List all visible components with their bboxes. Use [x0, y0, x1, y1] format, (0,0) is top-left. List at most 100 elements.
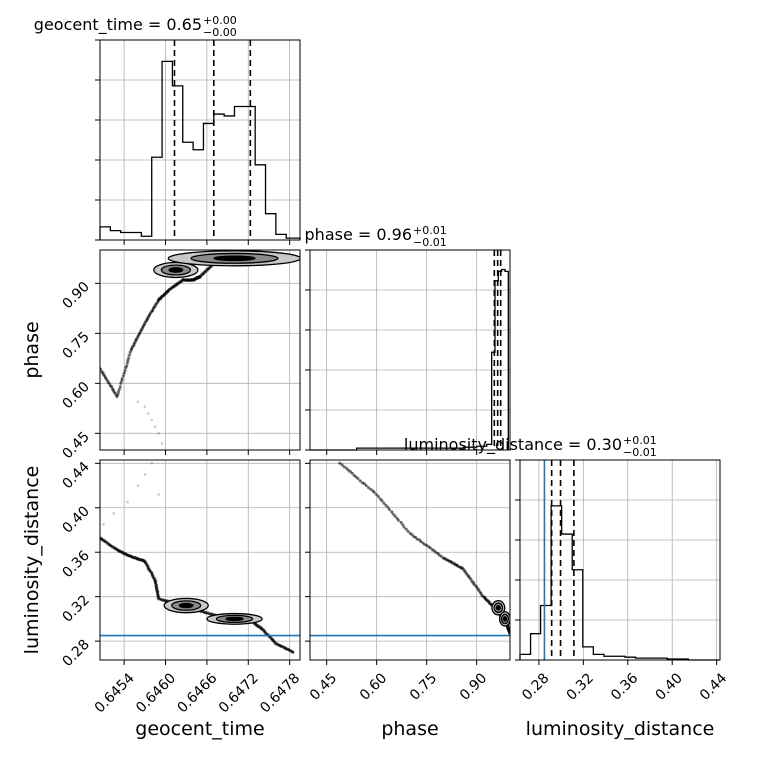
sample-point — [126, 356, 130, 360]
sample-point — [168, 288, 171, 291]
sample-point — [132, 555, 136, 559]
sample-point — [506, 626, 509, 629]
sample-point — [272, 640, 276, 643]
sample-point — [158, 296, 161, 300]
sample-point — [185, 278, 189, 282]
sample-point — [108, 543, 112, 547]
sample-point — [150, 462, 154, 465]
sample-point — [127, 554, 131, 558]
sample-point — [116, 548, 120, 551]
sample-point — [108, 382, 111, 386]
sample-point — [140, 325, 144, 329]
sample-point — [153, 580, 157, 584]
sample-point — [364, 484, 368, 487]
sample-point — [422, 543, 426, 547]
sample-point — [150, 310, 154, 314]
sample-point — [157, 298, 161, 302]
sample-point — [397, 518, 400, 522]
sample-point — [163, 599, 167, 603]
histogram-panel-phase — [309, 249, 511, 451]
sample-point — [204, 611, 208, 615]
sample-point — [160, 294, 164, 298]
sample-point — [163, 292, 167, 296]
sample-point — [115, 395, 119, 399]
sample-point — [206, 267, 210, 271]
sample-point — [174, 283, 177, 286]
sample-point — [202, 610, 206, 614]
sample-point — [419, 540, 422, 544]
sample-point — [414, 535, 417, 539]
sample-point — [187, 278, 191, 282]
sample-point — [349, 470, 353, 473]
sample-point — [106, 381, 110, 385]
sample-point — [134, 338, 138, 342]
sample-point — [487, 600, 491, 604]
sample-point — [347, 469, 350, 473]
x-tick-label-luminosity_distance: 0.36 — [608, 670, 641, 703]
sample-point — [198, 274, 202, 278]
sample-point — [132, 556, 136, 560]
sample-point — [103, 539, 107, 543]
sample-point — [507, 628, 510, 631]
sample-point — [206, 267, 210, 271]
sample-point — [186, 278, 190, 281]
sample-point — [430, 548, 434, 552]
sample-point — [341, 464, 344, 467]
sample-point — [124, 366, 128, 370]
sample-point — [467, 575, 470, 579]
sample-point — [446, 558, 450, 562]
sample-point — [340, 463, 344, 467]
sample-point — [390, 510, 394, 514]
sample-point — [202, 272, 205, 276]
sample-point — [159, 297, 162, 300]
sample-point — [185, 278, 188, 282]
sample-point — [133, 556, 137, 560]
sample-point — [155, 587, 159, 591]
sample-point — [105, 378, 109, 382]
sample-point — [142, 559, 145, 563]
sample-point — [108, 543, 112, 547]
sample-point — [139, 558, 143, 562]
sample-point — [485, 599, 489, 603]
sample-point — [181, 278, 185, 281]
sample-point — [380, 499, 384, 503]
x-tick-label-phase: 0.90 — [457, 670, 490, 703]
sample-point — [196, 276, 200, 280]
sample-point — [115, 394, 119, 398]
y-tick-label-phase: 0.90 — [59, 279, 92, 312]
sample-point — [291, 651, 295, 654]
sample-point — [507, 629, 510, 633]
sample-point — [210, 612, 214, 616]
sample-point — [506, 626, 510, 630]
sample-point — [120, 550, 123, 554]
sample-point — [506, 627, 510, 631]
sample-point — [117, 388, 121, 391]
sample-point — [172, 285, 176, 289]
sample-point — [151, 309, 155, 313]
x-axis-label-luminosity_distance: luminosity_distance — [526, 718, 715, 740]
sample-point — [110, 385, 114, 389]
sample-point — [129, 347, 133, 351]
sample-point — [100, 370, 104, 374]
sample-point — [130, 346, 134, 350]
sample-point — [386, 505, 390, 509]
panel-title-luminosity_distance: luminosity_distance = 0.30 — [404, 435, 622, 455]
sample-point — [156, 594, 160, 598]
sample-point — [342, 464, 346, 468]
sample-point — [366, 486, 370, 489]
sample-point — [202, 272, 206, 275]
sample-point — [108, 384, 112, 388]
sample-point — [278, 644, 282, 648]
sample-point — [171, 285, 175, 289]
x-axis-label-phase: phase — [381, 718, 438, 740]
sample-point — [112, 512, 116, 515]
sample-point — [142, 323, 146, 327]
sample-point — [128, 350, 132, 354]
sample-point — [191, 277, 195, 281]
sample-point — [475, 585, 479, 589]
sample-point — [183, 278, 186, 282]
sample-point — [204, 270, 208, 274]
density-geocent_time-phase — [100, 250, 300, 445]
sample-point — [203, 270, 207, 274]
sample-point — [203, 610, 206, 614]
